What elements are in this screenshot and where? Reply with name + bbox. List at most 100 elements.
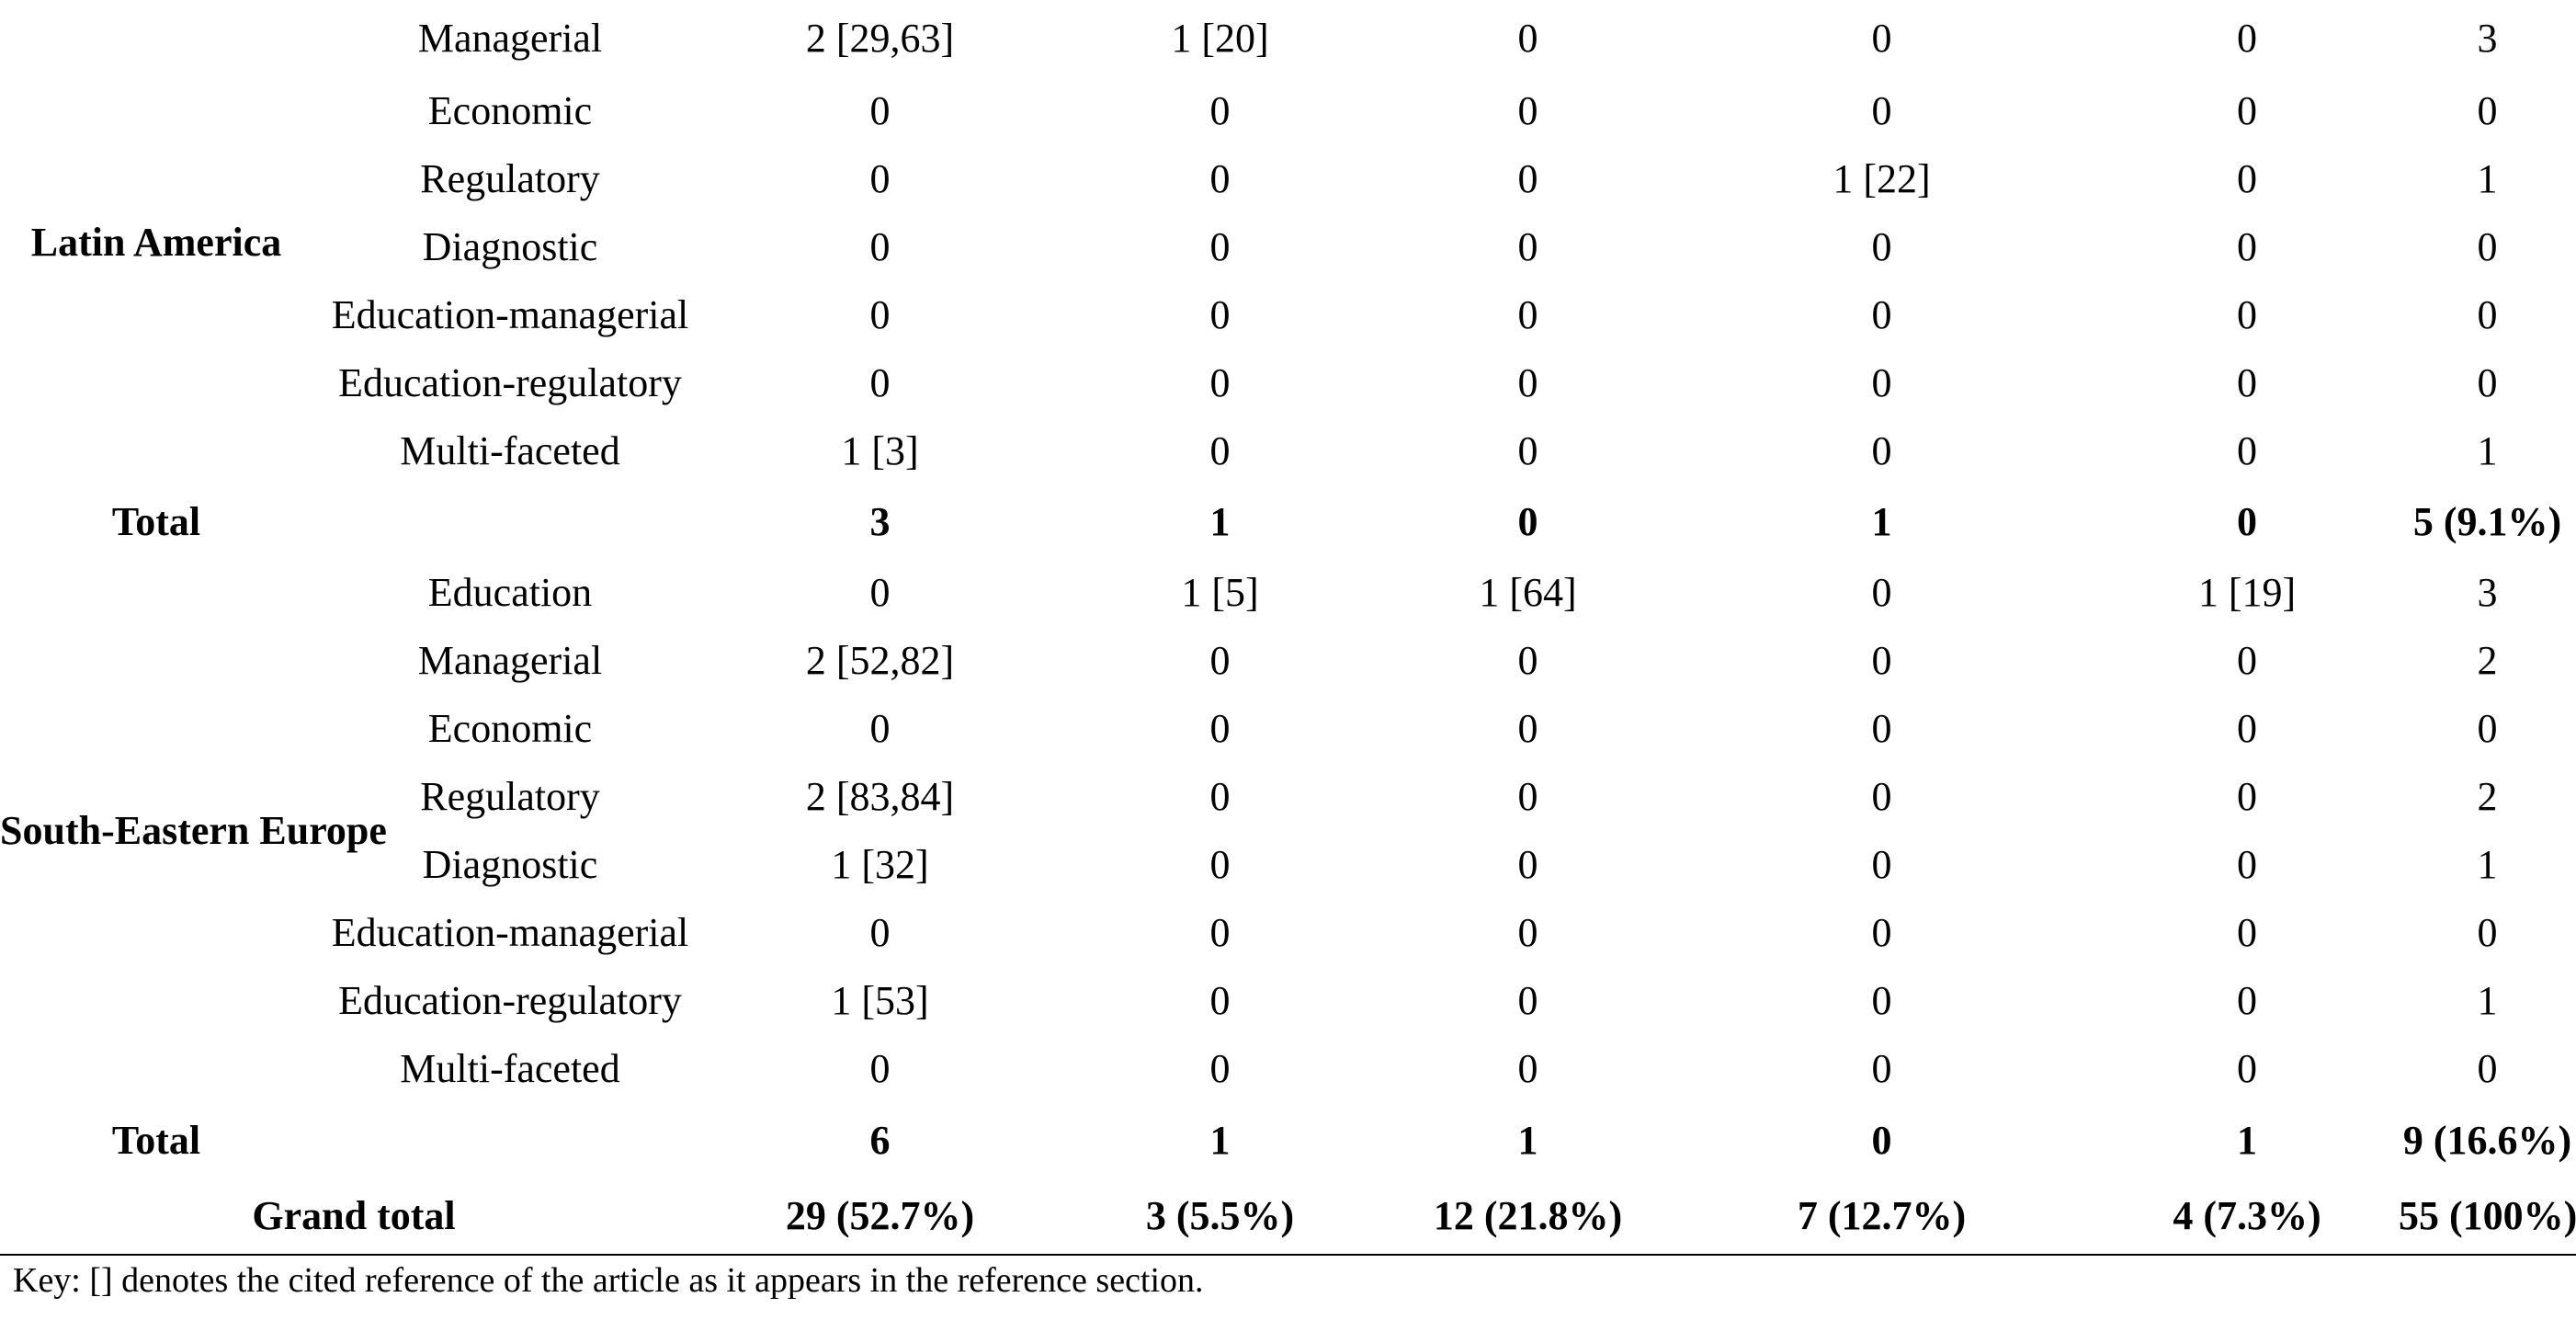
total-value-cell: 1 [2237,1118,2257,1163]
value-cell: 1 [5] [1181,570,1259,615]
value-cell: 0 [2237,428,2257,473]
value-cell: 1 [22] [1833,156,1931,201]
table-row: Regulatory 2 [83,84] 0 0 0 0 2 [0,763,2576,831]
total-value-cell: 1 [1517,1118,1538,1163]
value-cell: 0 [869,910,891,955]
value-cell: 0 [2477,910,2498,955]
value-cell: 0 [1871,16,1892,61]
value-cell: 0 [1209,978,1231,1023]
value-cell: 0 [1517,910,1538,955]
value-cell: 0 [869,224,891,269]
value-cell: 0 [869,1046,891,1091]
column-separator [714,1246,716,1247]
table-row: Education-regulatory 0 0 0 0 0 0 [0,349,2576,417]
category-label: Economic [427,88,593,133]
total-row: Total 6 1 1 0 1 9 (16.6%) [0,1103,2576,1178]
category-label: Education-regulatory [338,978,682,1023]
total-value-cell: 6 [869,1118,891,1163]
value-cell: 2 [52,82] [805,638,955,683]
category-label: Education-managerial [331,910,689,955]
value-cell: 0 [1209,428,1231,473]
value-cell: 0 [1871,910,1892,955]
value-cell: 0 [1209,1046,1231,1091]
value-cell: 0 [2237,842,2257,887]
category-label: Economic [427,706,593,751]
value-cell: 2 [2477,638,2498,683]
value-cell: 0 [869,706,891,751]
table-row: Multi-faceted 1 [3] 0 0 0 0 1 [0,417,2576,485]
value-cell: 2 [83,84] [805,774,955,819]
value-cell: 1 [32] [831,842,929,887]
value-cell: 1 [20] [1171,16,1269,61]
value-cell: 0 [869,292,891,337]
category-label: Education-regulatory [338,360,682,405]
value-cell: 0 [2477,360,2498,405]
grand-total-value-cell: 3 (5.5%) [1052,1178,1388,1256]
value-cell: 0 [869,88,891,133]
category-label: Managerial [417,16,603,61]
value-cell: 0 [2237,706,2257,751]
value-cell: 0 [1871,570,1892,615]
category-label: Education-managerial [331,292,689,337]
value-cell: 0 [1517,978,1538,1023]
value-cell: 0 [1209,224,1231,269]
category-label: Regulatory [420,774,600,819]
value-cell: 0 [1209,706,1231,751]
column-separator [2097,1246,2099,1247]
total-value-cell: 0 [1517,499,1538,544]
region-label: Latin America [30,220,282,265]
value-cell: 0 [1871,978,1892,1023]
value-cell: 0 [2237,360,2257,405]
table-row: Latin America Managerial 2 [29,63] 1 [20] 0 0… [0,0,2576,263]
grand-total-value-cell: 12 (21.8%) [1388,1178,1668,1256]
value-cell: 0 [2477,1046,2498,1091]
total-value-cell: 9 (16.6%) [2402,1118,2572,1163]
results-table-container: Latin America Managerial 2 [29,63] 1 [20] 0 0… [0,0,2576,1256]
value-cell: 0 [1517,292,1538,337]
table-row: Education-managerial 0 0 0 0 0 0 [0,281,2576,349]
value-cell: 0 [1209,842,1231,887]
value-cell: 0 [869,570,891,615]
value-cell: 0 [1871,1046,1892,1091]
value-cell: 0 [1871,706,1892,751]
value-cell: 0 [1871,360,1892,405]
total-value-cell: 3 [869,499,891,544]
table-row: Managerial 2 [52,82] 0 0 0 0 2 [0,627,2576,695]
total-row: Total 3 1 0 1 0 5 (9.1%) [0,485,2576,559]
value-cell: 0 [1517,706,1538,751]
value-cell: 1 [64] [1479,570,1577,615]
empty-cell [312,485,708,559]
value-cell: 0 [2477,224,2498,269]
column-separator [1394,1246,1396,1247]
value-cell: 0 [1209,638,1231,683]
value-cell: 0 [1209,88,1231,133]
table-row: Diagnostic 0 0 0 0 0 0 [0,213,2576,281]
value-cell: 0 [1517,428,1538,473]
total-value-cell: 0 [1871,1118,1892,1163]
table-row: Diagnostic 1 [32] 0 0 0 0 1 [0,831,2576,899]
value-cell: 0 [1209,292,1231,337]
value-cell: 0 [2477,292,2498,337]
value-cell: 1 [2477,156,2498,201]
value-cell: 0 [1871,638,1892,683]
table-row: Education-regulatory 1 [53] 0 0 0 0 1 [0,967,2576,1035]
total-value-cell: 1 [1871,499,1892,544]
total-value-cell: 0 [2237,499,2257,544]
table-key-note: Key: [] denotes the cited reference of t… [13,1261,1204,1300]
value-cell: 0 [2237,774,2257,819]
total-value-cell: 1 [1209,499,1231,544]
table-row: Education-managerial 0 0 0 0 0 0 [0,899,2576,967]
value-cell: 1 [2477,428,2498,473]
table-row: Regulatory 0 0 0 1 [22] 0 1 [0,145,2576,213]
value-cell: 0 [869,360,891,405]
value-cell: 1 [2477,842,2498,887]
value-cell: 0 [1517,16,1538,61]
table-row: Economic 0 0 0 0 0 0 [0,695,2576,763]
grand-total-value-cell: 7 (12.7%) [1668,1178,2095,1256]
total-value-cell: 5 (9.1%) [2412,499,2562,544]
value-cell: 0 [2237,16,2257,61]
empty-cell [312,1103,708,1178]
value-cell: 2 [29,63] [805,16,955,61]
table-row: Economic 0 0 0 0 0 0 [0,77,2576,145]
value-cell: 0 [2237,88,2257,133]
